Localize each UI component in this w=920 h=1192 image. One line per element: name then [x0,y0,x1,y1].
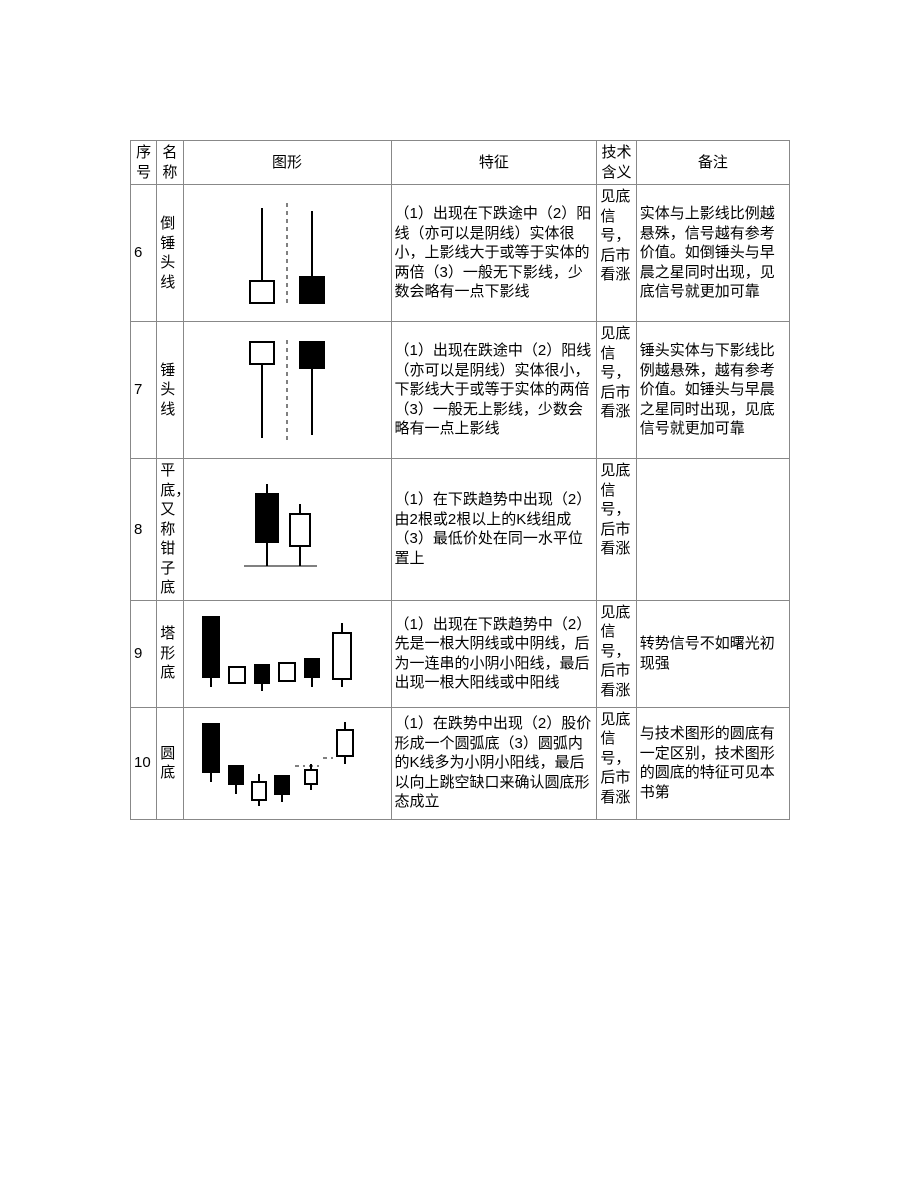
cell-feature: （1）出现在跌途中（2）阳线（亦可以是阴线）实体很小，下影线大于或等于实体的两倍… [391,322,597,459]
cell-name: 锤头线 [157,322,183,459]
cell-feature: （1）在跌势中出现（2）股价形成一个圆弧底（3）圆弧内的K线多为小阴小阳线，最后… [391,707,597,819]
cell-signal: 见底信号，后市看涨 [597,600,636,707]
cell-num: 9 [131,600,157,707]
cell-signal: 见底信号，后市看涨 [597,185,636,322]
cell-name: 圆底 [157,707,183,819]
cell-figure [183,459,391,601]
cell-signal: 见底信号，后市看涨 [597,707,636,819]
cell-note [636,459,789,601]
cell-num: 6 [131,185,157,322]
cell-figure [183,185,391,322]
header-sig: 技术含义 [597,141,636,185]
cell-feature: （1）出现在下跌途中（2）阳线（亦可以是阴线）实体很小，上影线大于或等于实体的两… [391,185,597,322]
table-header: 序号 名称 图形 特征 技术含义 备注 [131,141,790,185]
table-row: 9 塔形底 （1）出现在下跌趋势中（2）先是一根大阴线或中阴线，后为一连串的小阴… [131,600,790,707]
header-fig: 图形 [183,141,391,185]
cell-note: 实体与上影线比例越悬殊，信号越有参考价值。如倒锤头与早晨之星同时出现，见底信号就… [636,185,789,322]
cell-name: 平底，又称钳子底 [157,459,183,601]
cell-signal: 见底信号，后市看涨 [597,459,636,601]
cell-note: 转势信号不如曙光初现强 [636,600,789,707]
cell-name: 倒锤头线 [157,185,183,322]
table-body: 6 倒锤头线 （1）出现在下跌途中（2）阳线（亦可以是阴线）实体很小，上影线大于… [131,185,790,820]
table-row: 10 圆底 （1）在跌势中出现（2）股价形成一个圆弧底（3）圆弧内的K线多为小阴… [131,707,790,819]
header-num: 序号 [131,141,157,185]
cell-num: 10 [131,707,157,819]
candlestick-pattern-table: 序号 名称 图形 特征 技术含义 备注 6 倒锤头线 （1）出现在下跌途中（2）… [130,140,790,820]
cell-name: 塔形底 [157,600,183,707]
cell-figure [183,322,391,459]
cell-num: 7 [131,322,157,459]
header-note: 备注 [636,141,789,185]
table-row: 7 锤头线 （1）出现在跌途中（2）阳线（亦可以是阴线）实体很小，下影线大于或等… [131,322,790,459]
cell-feature: （1）出现在下跌趋势中（2）先是一根大阴线或中阴线，后为一连串的小阴小阳线，最后… [391,600,597,707]
cell-feature: （1）在下跌趋势中出现（2）由2根或2根以上的K线组成（3）最低价处在同一水平位… [391,459,597,601]
cell-num: 8 [131,459,157,601]
header-feat: 特征 [391,141,597,185]
cell-signal: 见底信号，后市看涨 [597,322,636,459]
cell-figure [183,600,391,707]
table-row: 6 倒锤头线 （1）出现在下跌途中（2）阳线（亦可以是阴线）实体很小，上影线大于… [131,185,790,322]
cell-figure [183,707,391,819]
cell-note: 锤头实体与下影线比例越悬殊，越有参考价值。如锤头与早晨之星同时出现，见底信号就更… [636,322,789,459]
cell-note: 与技术图形的圆底有一定区别，技术图形的圆底的特征可见本书第 [636,707,789,819]
table-row: 8 平底，又称钳子底 （1）在下跌趋势中出现（2）由2根或2根以上的K线组成（3… [131,459,790,601]
header-name: 名称 [157,141,183,185]
